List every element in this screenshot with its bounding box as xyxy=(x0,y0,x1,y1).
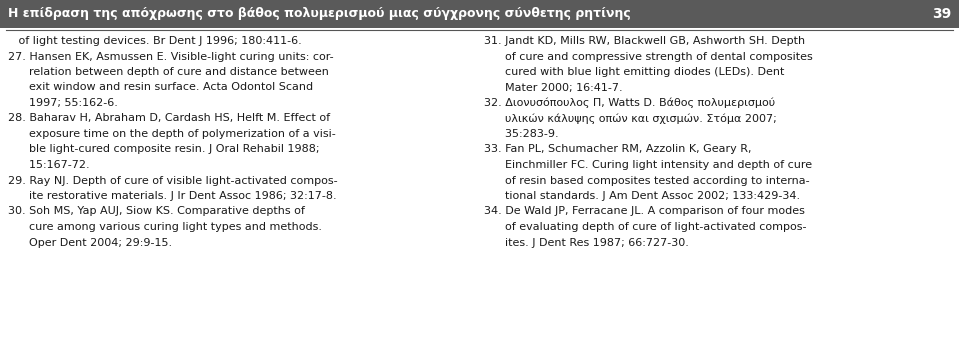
Text: relation between depth of cure and distance between: relation between depth of cure and dista… xyxy=(8,67,329,77)
Text: Oper Dent 2004; 29:9-15.: Oper Dent 2004; 29:9-15. xyxy=(8,237,172,248)
Text: cured with blue light emitting diodes (LEDs). Dent: cured with blue light emitting diodes (L… xyxy=(484,67,784,77)
Text: 15:167-72.: 15:167-72. xyxy=(8,160,89,170)
Text: 32. Διονυσόπουλος Π, Watts D. Βάθος πολυμερισμού: 32. Διονυσόπουλος Π, Watts D. Βάθος πολυ… xyxy=(484,98,776,108)
Text: 1997; 55:162-6.: 1997; 55:162-6. xyxy=(8,98,118,108)
Text: 35:283-9.: 35:283-9. xyxy=(484,129,559,139)
Text: 30. Soh MS, Yap AUJ, Siow KS. Comparative depths of: 30. Soh MS, Yap AUJ, Siow KS. Comparativ… xyxy=(8,206,305,216)
Text: of resin based composites tested according to interna-: of resin based composites tested accordi… xyxy=(484,176,810,186)
Text: 34. De Wald JP, Ferracane JL. A comparison of four modes: 34. De Wald JP, Ferracane JL. A comparis… xyxy=(484,206,806,216)
Text: ble light-cured composite resin. J Oral Rehabil 1988;: ble light-cured composite resin. J Oral … xyxy=(8,144,319,154)
Text: 28. Baharav H, Abraham D, Cardash HS, Helft M. Effect of: 28. Baharav H, Abraham D, Cardash HS, He… xyxy=(8,114,330,123)
Text: tional standards. J Am Dent Assoc 2002; 133:429-34.: tional standards. J Am Dent Assoc 2002; … xyxy=(484,191,801,201)
Text: 39: 39 xyxy=(932,7,951,21)
Text: Mater 2000; 16:41-7.: Mater 2000; 16:41-7. xyxy=(484,83,623,93)
Text: Einchmiller FC. Curing light intensity and depth of cure: Einchmiller FC. Curing light intensity a… xyxy=(484,160,812,170)
Text: cure among various curing light types and methods.: cure among various curing light types an… xyxy=(8,222,322,232)
Text: ites. J Dent Res 1987; 66:727-30.: ites. J Dent Res 1987; 66:727-30. xyxy=(484,237,690,248)
Text: exit window and resin surface. Acta Odontol Scand: exit window and resin surface. Acta Odon… xyxy=(8,83,314,93)
Text: 27. Hansen EK, Asmussen E. Visible-light curing units: cor-: 27. Hansen EK, Asmussen E. Visible-light… xyxy=(8,51,334,61)
Text: 33. Fan PL, Schumacher RM, Azzolin K, Geary R,: 33. Fan PL, Schumacher RM, Azzolin K, Ge… xyxy=(484,144,752,154)
Text: Η επίδραση της απόχρωσης στο βάθος πολυμερισμού μιας σύγχρονης σύνθετης ρητίνης: Η επίδραση της απόχρωσης στο βάθος πολυμ… xyxy=(8,8,631,21)
Text: of evaluating depth of cure of light-activated compos-: of evaluating depth of cure of light-act… xyxy=(484,222,807,232)
Text: 29. Ray NJ. Depth of cure of visible light-activated compos-: 29. Ray NJ. Depth of cure of visible lig… xyxy=(8,176,338,186)
Text: of cure and compressive strength of dental composites: of cure and compressive strength of dent… xyxy=(484,51,813,61)
Text: exposure time on the depth of polymerization of a visi-: exposure time on the depth of polymeriza… xyxy=(8,129,336,139)
Bar xyxy=(0,0,959,28)
Text: υλικών κάλυψης οπών και σχισμών. Στόμα 2007;: υλικών κάλυψης οπών και σχισμών. Στόμα 2… xyxy=(484,114,777,124)
Text: 31. Jandt KD, Mills RW, Blackwell GB, Ashworth SH. Depth: 31. Jandt KD, Mills RW, Blackwell GB, As… xyxy=(484,36,806,46)
Text: of light testing devices. Br Dent J 1996; 180:411-6.: of light testing devices. Br Dent J 1996… xyxy=(8,36,302,46)
Text: ite restorative materials. J Ir Dent Assoc 1986; 32:17-8.: ite restorative materials. J Ir Dent Ass… xyxy=(8,191,337,201)
